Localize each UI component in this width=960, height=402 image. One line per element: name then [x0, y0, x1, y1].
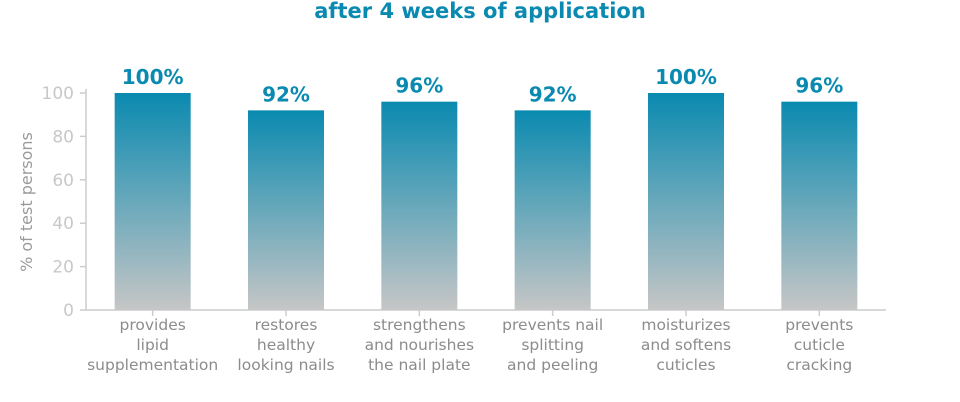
axes	[85, 89, 886, 311]
data-label: 100%	[122, 65, 184, 89]
y-tick-label: 0	[63, 301, 74, 321]
y-tick-label: 60	[52, 171, 74, 191]
bar	[114, 93, 191, 310]
y-axis-label: % of test persons	[17, 132, 36, 272]
x-tick-label: provides lipid supplementation	[87, 316, 218, 374]
data-label: 96%	[795, 74, 843, 98]
bar	[648, 93, 724, 310]
x-tick-label: prevents nail splitting and peeling	[502, 316, 603, 374]
y-tick-label: 40	[52, 214, 74, 234]
y-tick-label: 20	[52, 258, 74, 278]
data-label: 100%	[655, 65, 717, 89]
x-tick-label: restores healthy looking nails	[237, 316, 334, 374]
bar	[514, 110, 591, 310]
y-tick-label: 80	[52, 127, 74, 147]
data-labels: 100% 92% 96% 92% 100% 96%	[122, 65, 844, 106]
bar	[248, 110, 324, 310]
chart-title: after 4 weeks of application	[314, 0, 646, 23]
category-labels: provides lipid supplementation restores heal…	[87, 316, 853, 374]
y-ticks: 0 20 40 60 80 100	[42, 84, 86, 321]
y-tick-label: 100	[42, 84, 74, 104]
bars	[114, 93, 858, 316]
bar	[781, 101, 858, 311]
data-label: 96%	[395, 74, 443, 98]
x-tick-label: moisturizes and softens cuticles	[641, 316, 731, 374]
x-tick-label: prevents cuticle cracking	[785, 316, 853, 374]
data-label: 92%	[262, 82, 310, 106]
data-label: 92%	[529, 82, 577, 106]
bar	[381, 101, 458, 311]
x-tick-label: strengthens and nourishes the nail plate	[365, 316, 474, 374]
